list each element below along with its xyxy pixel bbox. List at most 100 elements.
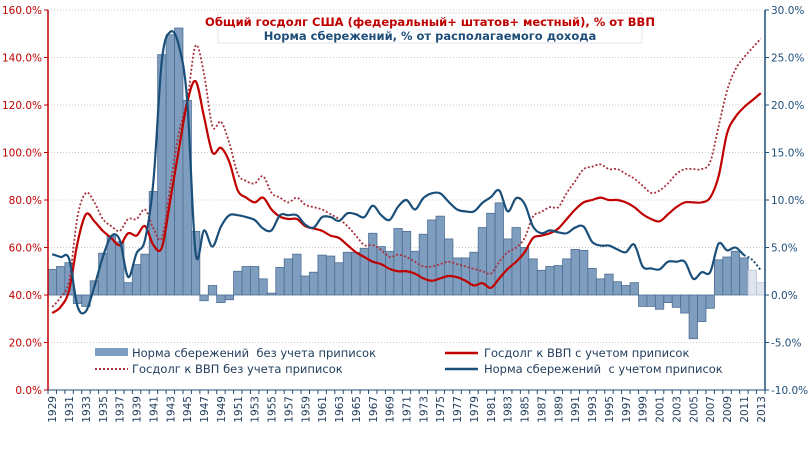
bar-1975 — [435, 215, 445, 296]
bar-1947 — [199, 294, 209, 302]
bar-2011 — [739, 257, 749, 296]
legend-label-debt-dotted: Госдолг к ВВП без учета приписок — [132, 362, 343, 376]
x-axis-tick-label: 1979 — [469, 396, 481, 423]
bar-1956 — [275, 267, 285, 296]
bar-1929 — [47, 268, 57, 296]
x-axis-tick-label: 1969 — [385, 396, 397, 423]
x-axis-tick-label: 1963 — [334, 396, 346, 423]
bar-1962 — [325, 255, 336, 296]
bar-1939 — [131, 264, 142, 296]
right-axis-tick-label: 25.0% — [771, 53, 804, 65]
legend-label-debt-solid: Госдолг к ВВП с учетом приписок — [484, 346, 689, 360]
lines — [51, 30, 762, 315]
line-series-3 — [51, 30, 745, 315]
bar-1943 — [165, 34, 175, 296]
bar-2000 — [646, 294, 656, 307]
bar-1999 — [638, 294, 648, 307]
bar-1998 — [629, 282, 639, 296]
x-axis-tick-label: 1961 — [317, 396, 329, 423]
bar-2013 — [756, 282, 766, 296]
bar-1990 — [562, 258, 572, 296]
right-axis-tick-label: -10.0% — [771, 385, 808, 397]
bar-1993 — [587, 267, 597, 296]
left-axis-tick-label: 120.0% — [2, 100, 42, 112]
left-axis-tick-label: 20.0% — [9, 338, 42, 350]
right-axis-tick-label: 10.0% — [771, 195, 804, 207]
left-axis-tick-label: 80.0% — [9, 195, 42, 207]
left-axis-tick-label: 0.0% — [15, 385, 42, 397]
bar-1981 — [486, 212, 496, 296]
right-axis-tick-label: 20.0% — [771, 100, 804, 112]
legend-label-savings-line: Норма сбережений с учетом приписок — [484, 362, 723, 376]
bar-1994 — [595, 278, 606, 296]
x-axis-tick-label: 1981 — [486, 396, 498, 423]
bar-1979 — [469, 251, 479, 296]
bar-1930 — [56, 266, 66, 296]
x-axis-tick-label: 1989 — [553, 396, 565, 423]
right-axis-tick-label: 5.0% — [771, 243, 798, 255]
x-axis-tick-label: 1945 — [182, 396, 194, 423]
bar-1960 — [309, 271, 319, 296]
bar-1964 — [342, 251, 353, 296]
chart-title: Общий госдолг США (федеральный+ штатов+ … — [205, 15, 655, 29]
x-axis-tick-label: 1935 — [98, 396, 110, 423]
bar-1996 — [612, 281, 623, 296]
x-axis-tick-label: 1939 — [132, 396, 144, 423]
bar-1974 — [427, 219, 437, 296]
x-axis-tick-label: 1993 — [587, 396, 599, 423]
line-series-3-estimate — [743, 254, 762, 271]
x-axis-tick-label: 2003 — [671, 396, 683, 423]
left-axis-tick-label: 140.0% — [2, 53, 42, 65]
bar-1955 — [266, 292, 277, 296]
right-axis-tick-label: 0.0% — [771, 290, 798, 302]
x-axis-tick-label: 1953 — [250, 396, 262, 423]
bar-1959 — [300, 275, 310, 296]
x-axis-tick-label: 2005 — [688, 396, 700, 423]
bar-1988 — [545, 266, 555, 296]
legend-swatch-bars — [95, 348, 128, 356]
x-axis-tick-label: 2013 — [756, 396, 768, 423]
title-box: Общий госдолг США (федеральный+ штатов+ … — [205, 12, 655, 44]
x-axis-tick-label: 1947 — [199, 396, 211, 423]
bar-2008 — [713, 259, 724, 296]
bar-1957 — [283, 258, 294, 296]
bar-1986 — [528, 258, 538, 296]
bar-1997 — [621, 285, 631, 296]
bar-2005 — [688, 294, 698, 340]
x-axis-tick-label: 1999 — [638, 396, 650, 423]
bar-1963 — [334, 262, 344, 296]
x-axis-tick-label: 1995 — [604, 396, 616, 423]
x-axis-tick-label: 1933 — [81, 396, 93, 423]
bar-1995 — [604, 273, 614, 296]
bar-2003 — [671, 294, 682, 308]
x-axis-tick-label: 2009 — [722, 396, 734, 423]
bar-1961 — [317, 254, 327, 296]
x-axis-tick-label: 2011 — [739, 396, 751, 423]
x-axis-tick-label: 1973 — [418, 396, 430, 423]
bar-1965 — [351, 251, 361, 296]
bar-1948 — [207, 285, 218, 296]
x-axis-tick-label: 1967 — [368, 396, 380, 423]
x-axis-tick-label: 2007 — [705, 396, 717, 423]
bar-2012 — [747, 269, 757, 296]
bar-1951 — [233, 270, 243, 296]
x-axis-tick-label: 1983 — [503, 396, 515, 423]
chart-subtitle: Норма сбережений, % от располагаемого до… — [264, 29, 597, 43]
bar-1940 — [140, 253, 150, 296]
x-axis-tick-label: 1951 — [233, 396, 245, 423]
bar-2002 — [663, 294, 673, 303]
bar-1949 — [216, 294, 226, 303]
bar-1987 — [536, 269, 547, 296]
legend: Норма сбережений без учета приписок Госд… — [95, 346, 723, 376]
bar-1954 — [258, 278, 268, 296]
bar-1936 — [106, 235, 116, 296]
x-axis-tick-label: 1965 — [351, 396, 363, 423]
right-axis-tick-label: 15.0% — [771, 148, 804, 160]
x-axis-tick-label: 1977 — [452, 396, 464, 423]
x-axis-tick-label: 1985 — [520, 396, 532, 423]
left-axis-tick-label: 60.0% — [9, 243, 42, 255]
left-axis-tick-label: 160.0% — [2, 5, 42, 17]
x-axis-tick-label: 1955 — [267, 396, 279, 423]
